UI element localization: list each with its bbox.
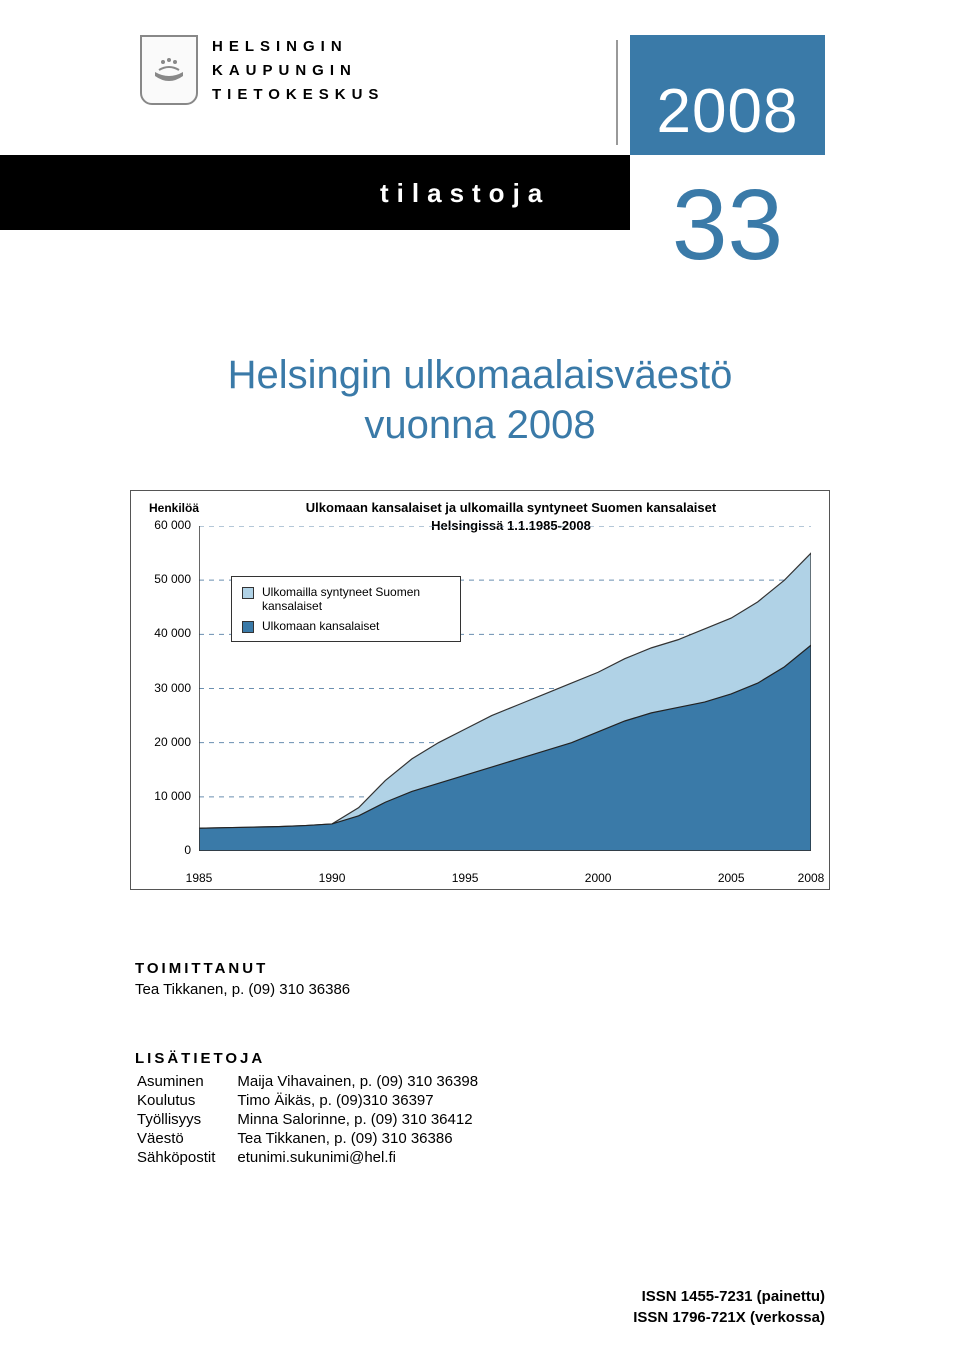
moreinfo-table: AsuminenMaija Vihavainen, p. (09) 310 36… [135,1071,500,1168]
editor-heading: TOIMITTANUT [135,960,350,977]
title-line-2: vuonna 2008 [364,403,595,447]
chart-legend: Ulkomailla syntyneet Suomen kansalaiset … [231,576,461,642]
editor-contact: Tea Tikkanen, p. (09) 310 36386 [135,981,350,998]
chart-xtick: 2000 [573,871,623,885]
chart-plot-area [199,526,811,851]
moreinfo-topic: Työllisyys [137,1111,235,1128]
legend-item: Ulkomailla syntyneet Suomen kansalaiset [242,585,450,613]
chart-ytick: 50 000 [141,572,191,586]
legend-swatch-light [242,587,254,599]
chart-xtick: 1990 [307,871,357,885]
moreinfo-contact: etunimi.sukunimi@hel.fi [237,1149,498,1166]
moreinfo-topic: Väestö [137,1130,235,1147]
moreinfo-row: KoulutusTimo Äikäs, p. (09)310 36397 [137,1092,498,1109]
chart-ytick: 20 000 [141,735,191,749]
moreinfo-row: AsuminenMaija Vihavainen, p. (09) 310 36… [137,1073,498,1090]
chart-ytick: 30 000 [141,681,191,695]
org-line-3: TIETOKESKUS [212,83,384,107]
chart-ytick: 0 [141,843,191,857]
moreinfo-topic: Koulutus [137,1092,235,1109]
org-line-1: HELSINGIN [212,35,384,59]
legend-item: Ulkomaan kansalaiset [242,619,450,633]
issn-block: ISSN 1455-7231 (painettu) ISSN 1796-721X… [633,1286,825,1328]
page-title: Helsingin ulkomaalaisväestö vuonna 2008 [0,350,960,450]
chart-xtick: 1985 [174,871,224,885]
issue-number: 33 [630,155,825,295]
org-name: HELSINGIN KAUPUNGIN TIETOKESKUS [212,35,384,107]
moreinfo-row: TyöllisyysMinna Salorinne, p. (09) 310 3… [137,1111,498,1128]
series-label: tilastoja [380,178,550,209]
chart-ytick: 60 000 [141,518,191,532]
legend-label: Ulkomailla syntyneet Suomen kansalaiset [262,585,450,613]
legend-label: Ulkomaan kansalaiset [262,619,379,633]
moreinfo-contact: Minna Salorinne, p. (09) 310 36412 [237,1111,498,1128]
chart-ytick: 40 000 [141,626,191,640]
moreinfo-row: VäestöTea Tikkanen, p. (09) 310 36386 [137,1130,498,1147]
moreinfo-topic: Sähköpostit [137,1149,235,1166]
moreinfo-topic: Asuminen [137,1073,235,1090]
org-line-2: KAUPUNGIN [212,59,384,83]
chart-y-axis-label: Henkilöä [149,501,199,515]
header-divider [616,40,618,145]
chart-xtick: 1995 [440,871,490,885]
issn-online: ISSN 1796-721X (verkossa) [633,1307,825,1328]
chart-xtick: 2008 [786,871,836,885]
chart-title-line-1: Ulkomaan kansalaiset ja ulkomailla synty… [306,500,716,515]
moreinfo-heading: LISÄTIETOJA [135,1050,500,1067]
moreinfo-contact: Tea Tikkanen, p. (09) 310 36386 [237,1130,498,1147]
legend-swatch-dark [242,621,254,633]
moreinfo-contact: Timo Äikäs, p. (09)310 36397 [237,1092,498,1109]
chart-ytick: 10 000 [141,789,191,803]
issn-print: ISSN 1455-7231 (painettu) [633,1286,825,1307]
moreinfo-contact: Maija Vihavainen, p. (09) 310 36398 [237,1073,498,1090]
chart-xtick: 2005 [706,871,756,885]
city-logo [140,35,198,105]
moreinfo-row: Sähköpostitetunimi.sukunimi@hel.fi [137,1149,498,1166]
moreinfo-section: LISÄTIETOJA AsuminenMaija Vihavainen, p.… [135,1050,500,1168]
year-box: 2008 [630,35,825,155]
editor-section: TOIMITTANUT Tea Tikkanen, p. (09) 310 36… [135,960,350,998]
chart-container: Henkilöä Ulkomaan kansalaiset ja ulkomai… [130,490,830,890]
title-line-1: Helsingin ulkomaalaisväestö [228,353,733,397]
